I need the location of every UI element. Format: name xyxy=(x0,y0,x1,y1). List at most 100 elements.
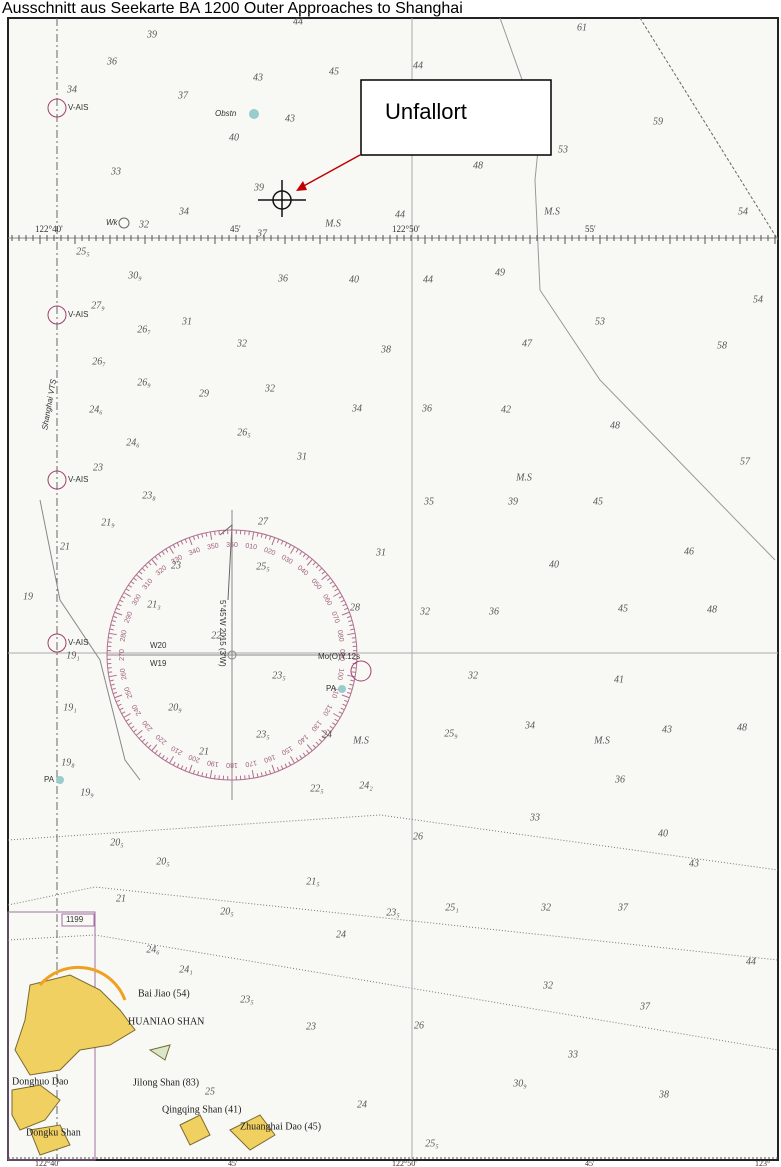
compass-tick xyxy=(260,533,263,538)
sounding: 46 xyxy=(684,546,694,557)
traffic-lane xyxy=(7,886,779,961)
compass-tick xyxy=(306,558,313,566)
sounding: 25 xyxy=(205,1086,215,1097)
compass-label: 120 xyxy=(321,703,333,717)
sounding: 23 xyxy=(93,462,103,473)
compass-tick xyxy=(188,764,193,773)
v-ais-stations xyxy=(47,98,67,653)
sounding: 32 xyxy=(467,670,478,681)
compass-label: 160 xyxy=(263,753,276,764)
sounding: 36 xyxy=(421,403,432,414)
compass-tick xyxy=(338,595,343,599)
ais-label: V-AIS xyxy=(68,103,88,112)
compass-tick xyxy=(108,671,113,673)
light-label: Mo(O)Y.12s xyxy=(318,652,360,661)
compass-tick xyxy=(125,718,130,722)
sounding: 19 xyxy=(23,591,33,602)
sounding: 61 xyxy=(577,22,587,33)
sounding: 42 xyxy=(501,404,511,415)
obstruction-label: Obstn xyxy=(215,109,237,118)
compass-tick xyxy=(117,703,122,707)
compass-label: 020 xyxy=(263,547,276,558)
islands xyxy=(11,974,276,1156)
sounding: 34 xyxy=(178,206,189,217)
place-name: Qingqing Shan (41) xyxy=(162,1104,241,1115)
place-name: Dongku Shan xyxy=(26,1127,81,1138)
compass-tick xyxy=(264,534,267,539)
sounding: 25₅ xyxy=(425,1138,439,1149)
compass-tick xyxy=(344,699,349,703)
compass-tick xyxy=(192,769,196,775)
island xyxy=(11,1084,61,1131)
compass-tick xyxy=(248,774,250,779)
sounding: 39 xyxy=(507,496,518,507)
sounding: 54 xyxy=(738,206,748,217)
compass-label: 290 xyxy=(124,611,135,624)
compass-tick xyxy=(348,620,353,623)
sounding: 40 xyxy=(229,132,239,143)
map-frame xyxy=(7,17,779,1161)
compass-tick xyxy=(341,611,350,616)
compass-tick xyxy=(121,711,126,715)
graticule-label: 122°40' xyxy=(35,224,63,234)
compass-label: 090 xyxy=(338,649,345,661)
compass-tick xyxy=(315,564,320,569)
sounding: 31 xyxy=(296,451,307,462)
compass-tick xyxy=(351,637,356,639)
compass-tick xyxy=(111,687,116,690)
compass-tick xyxy=(347,632,356,636)
sounding: 40 xyxy=(658,828,668,839)
compass-tick xyxy=(341,694,350,699)
compass-tick xyxy=(176,763,180,768)
compass-tick xyxy=(151,744,158,752)
sounding: 23₅ xyxy=(240,994,254,1005)
sounding: 21 xyxy=(60,541,70,552)
sounding: 24₆ xyxy=(126,437,140,448)
compass-tick xyxy=(268,769,272,775)
compass-tick xyxy=(147,561,152,566)
sounding: 24 xyxy=(357,1099,367,1110)
compass-tick xyxy=(110,683,115,686)
compass-tick xyxy=(165,548,169,553)
chart-lines xyxy=(7,17,779,1161)
sounding: 21₃ xyxy=(147,599,161,610)
sounding: 23 xyxy=(171,560,181,571)
graticule-label: 45' xyxy=(230,224,241,234)
sounding: 23 xyxy=(306,1021,316,1032)
compass-tick xyxy=(256,532,259,537)
sounding: 22₅ xyxy=(310,783,324,794)
sounding: 19₁ xyxy=(63,702,76,713)
sounding: 36 xyxy=(106,56,117,67)
compass-tick xyxy=(154,556,158,560)
sounding: 23₅ xyxy=(256,729,270,740)
sounding: 21 xyxy=(199,746,209,757)
compass-tick xyxy=(119,707,124,711)
compass-tick xyxy=(115,607,120,611)
graticule-label: 122°50' xyxy=(392,224,420,234)
compass-tick xyxy=(108,637,113,639)
sounding: 31 xyxy=(375,547,386,558)
compass-tick xyxy=(318,738,323,743)
compass-tick xyxy=(315,741,320,746)
pa-label: PA xyxy=(44,775,55,784)
sounding: 22₇ xyxy=(211,630,225,641)
compass-tick xyxy=(342,703,347,707)
compass-tick xyxy=(329,725,334,729)
sounding: 43 xyxy=(689,858,699,869)
compass-tick xyxy=(327,729,331,733)
compass-tick xyxy=(144,741,149,746)
graticule-label: 122°40' xyxy=(35,1159,60,1167)
compass-tick xyxy=(321,570,326,575)
compass-tick xyxy=(346,691,352,695)
sounding: 23₅ xyxy=(386,907,400,918)
compass-label: 340 xyxy=(188,547,201,558)
sounding: 37 xyxy=(617,902,629,913)
compass-tick xyxy=(333,592,341,597)
accident-marker xyxy=(258,180,306,217)
sounding: M.S xyxy=(352,735,369,746)
graticule-label: 122°50' xyxy=(392,1159,417,1167)
sounding: 36 xyxy=(277,273,288,284)
sounding: 24₆ xyxy=(146,944,160,955)
sounding: 39 xyxy=(146,29,157,40)
